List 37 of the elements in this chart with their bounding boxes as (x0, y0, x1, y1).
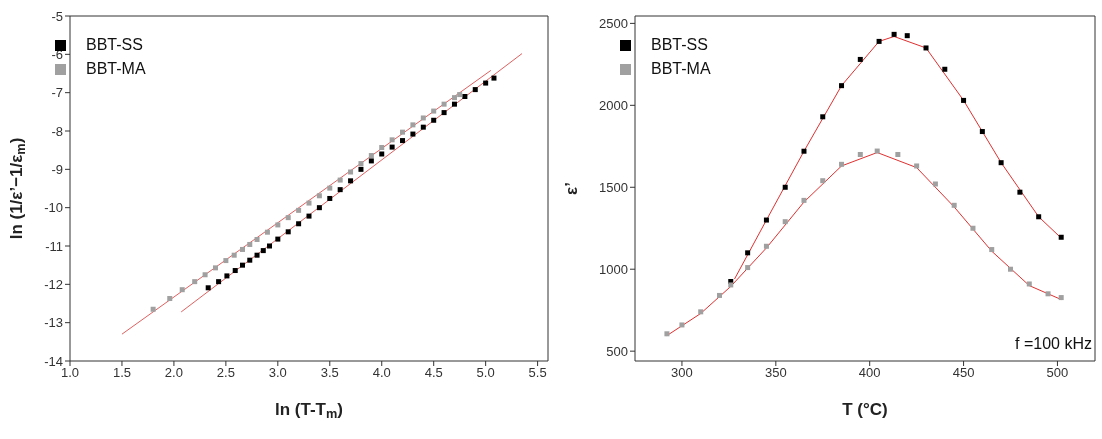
y-tick-label: 1500 (599, 179, 628, 195)
y-tick-label: -7 (51, 85, 63, 101)
x-tick-label: 2.0 (164, 365, 183, 381)
annotation: f =100 kHz (1015, 335, 1092, 353)
y-tick-label: -8 (51, 123, 63, 139)
y-axis-title: ε’ (562, 182, 581, 195)
x-tick-label: 5.5 (528, 365, 547, 381)
x-tick-label: 300 (671, 365, 693, 381)
x-tick-label: 5.0 (476, 365, 495, 381)
legend-label: BBT-MA (651, 59, 711, 79)
x-tick-label: 3.0 (268, 365, 287, 381)
y-tick-label: -10 (44, 200, 63, 216)
y-tick-label: 2500 (599, 15, 628, 31)
x-tick-label: 500 (1046, 365, 1069, 381)
y-tick-label: 2000 (599, 97, 628, 113)
legend-label: BBT-MA (86, 59, 146, 79)
x-tick-label: 3.5 (320, 365, 339, 381)
y-tick-label: 500 (606, 343, 628, 359)
y-tick-label: 1000 (599, 261, 628, 277)
y-tick-label: -12 (44, 276, 63, 292)
x-tick-label: 2.5 (216, 365, 235, 381)
x-axis-title: ln (T-T$_{m}$) (275, 400, 343, 422)
legend-label: BBT-SS (86, 35, 143, 55)
x-tick-label: 1.5 (112, 365, 131, 381)
x-axis-title: T (°C) (842, 400, 888, 419)
y-tick-label: -13 (44, 315, 63, 331)
y-tick-label: -5 (51, 8, 63, 24)
x-tick-label: 400 (858, 365, 881, 381)
x-tick-label: 4.0 (372, 365, 391, 381)
y-tick-label: -11 (45, 238, 63, 254)
legend-label: BBT-SS (651, 35, 708, 55)
y-tick-label: -9 (51, 161, 63, 177)
y-tick-label: -14 (44, 353, 63, 369)
x-tick-label: 4.5 (424, 365, 443, 381)
x-tick-label: 1.0 (60, 365, 80, 381)
x-tick-label: 350 (764, 365, 787, 381)
x-tick-label: 450 (952, 365, 975, 381)
